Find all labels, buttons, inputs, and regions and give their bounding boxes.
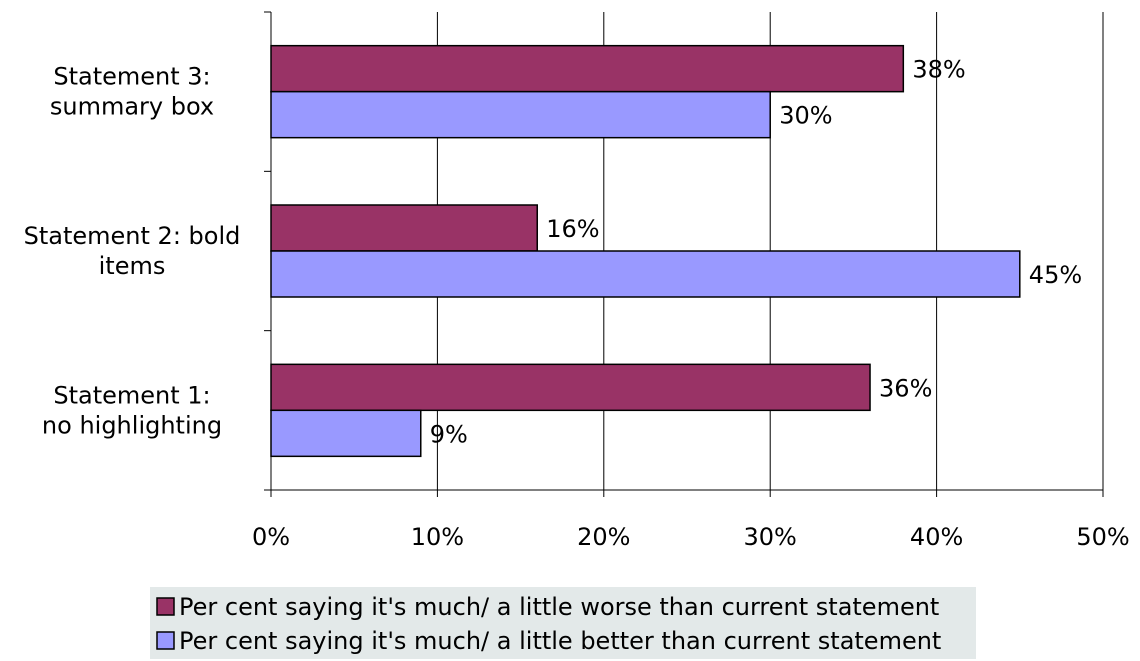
x-tick-label: 20% [577, 523, 630, 551]
bar-series1-cat1 [270, 44, 905, 93]
bar-series2-cat1 [270, 90, 771, 139]
bar-series2-cat3 [270, 409, 422, 458]
legend-swatch-1 [156, 597, 175, 616]
x-tick-label: 10% [411, 523, 464, 551]
bar-series2-cat2 [270, 250, 1021, 298]
bar-series1-cat2 [270, 204, 538, 252]
data-label: 30% [779, 102, 832, 130]
category-label: Statement 1: [53, 381, 210, 409]
category-label: no highlighting [42, 411, 222, 439]
category-labels: Statement 3:summary box Statement 2: bold… [24, 63, 241, 440]
data-label: 9% [430, 420, 468, 448]
category-label: items [99, 252, 166, 280]
data-label: 16% [546, 215, 599, 243]
data-label: 36% [879, 374, 932, 402]
legend-entry-1: Per cent saying it's much/ a little wors… [179, 593, 939, 621]
bar-series1-cat3 [270, 363, 871, 412]
data-label: 38% [912, 56, 965, 84]
legend-entry-2: Per cent saying it's much/ a little bett… [179, 627, 941, 655]
category-label: Statement 3: [53, 63, 210, 91]
x-tick-labels: 0% 10% 20% 30% 40% 50% [252, 523, 1130, 551]
data-label: 45% [1029, 261, 1082, 289]
category-label: Statement 2: bold [24, 222, 241, 250]
x-tick-label: 40% [910, 523, 963, 551]
x-tick-label: 30% [744, 523, 797, 551]
data-labels: 38% 30% 16% 45% 36% 9% [430, 56, 1082, 449]
legend: Per cent saying it's much/ a little wors… [150, 587, 976, 659]
legend-box [150, 587, 976, 659]
category-label: summary box [50, 93, 214, 121]
x-tick-label: 0% [252, 523, 290, 551]
x-tick-label: 50% [1076, 523, 1129, 551]
bars [270, 44, 1021, 458]
legend-swatch-2 [156, 631, 175, 650]
